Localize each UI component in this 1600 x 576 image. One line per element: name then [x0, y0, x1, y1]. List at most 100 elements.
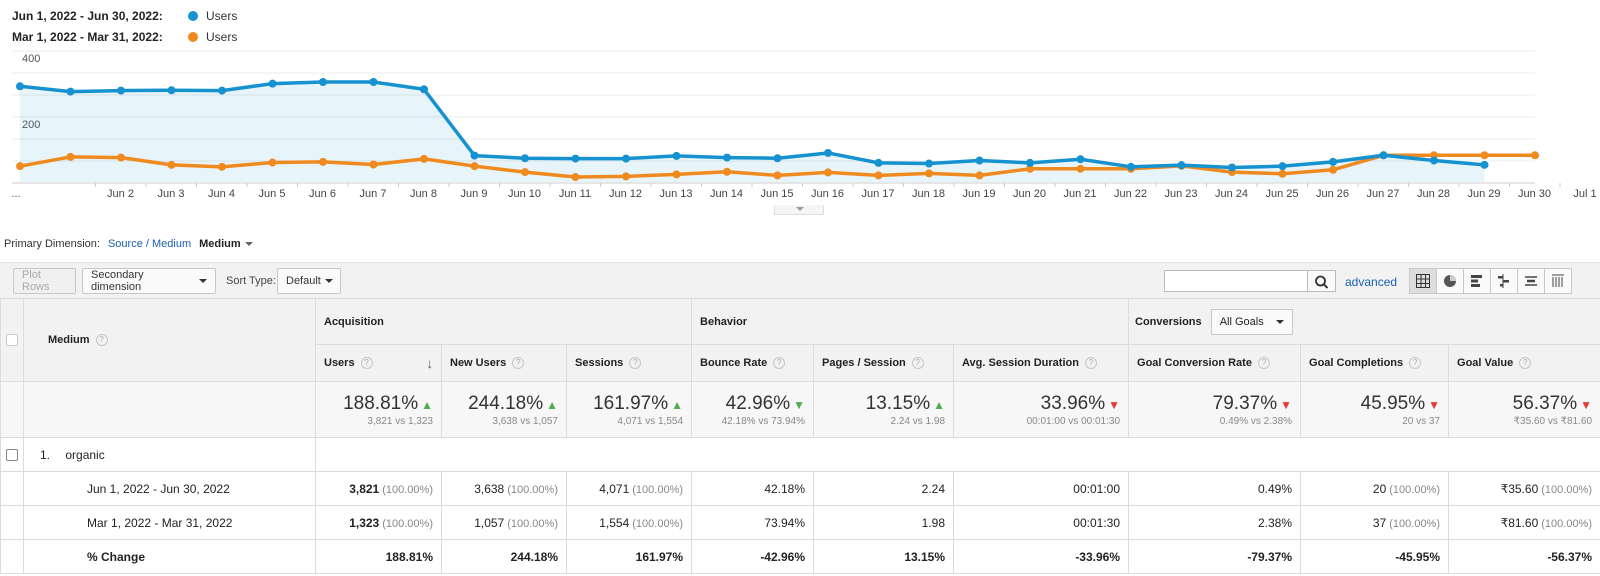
column-header-pages-session[interactable]: Pages / Session?: [813, 344, 955, 382]
help-icon[interactable]: ?: [1257, 357, 1270, 370]
help-icon[interactable]: ?: [95, 334, 108, 347]
data-point[interactable]: [925, 159, 933, 168]
column-header-goal-conversion-rate[interactable]: Goal Conversion Rate?: [1128, 344, 1302, 382]
row-checkbox[interactable]: [6, 449, 18, 462]
help-icon[interactable]: ?: [360, 357, 373, 370]
search-button[interactable]: [1308, 270, 1336, 292]
data-point[interactable]: [622, 154, 630, 163]
sort-descending-icon[interactable]: ↓: [426, 355, 434, 371]
legend-row-current[interactable]: Jun 1, 2022 - Jun 30, 2022: Users: [12, 5, 237, 26]
data-point[interactable]: [1430, 156, 1438, 165]
data-point[interactable]: [1127, 162, 1135, 171]
column-header-sessions[interactable]: Sessions?: [565, 344, 693, 382]
data-point[interactable]: [420, 85, 428, 94]
help-icon[interactable]: ?: [629, 357, 642, 370]
data-point[interactable]: [167, 160, 176, 169]
performance-view-button[interactable]: [1463, 268, 1491, 294]
help-icon[interactable]: ?: [1409, 357, 1422, 370]
data-point[interactable]: [319, 78, 327, 87]
data-point[interactable]: [1278, 162, 1287, 171]
term-cloud-view-button[interactable]: [1517, 268, 1545, 294]
data-point[interactable]: [1228, 163, 1236, 172]
select-all-checkbox[interactable]: [6, 334, 18, 347]
data-point[interactable]: [1531, 151, 1539, 160]
data-point[interactable]: [874, 171, 883, 180]
pie-view-button[interactable]: [1436, 268, 1464, 294]
data-point[interactable]: [773, 171, 782, 180]
dimension-medium-selector[interactable]: Medium: [199, 238, 253, 250]
data-point[interactable]: [319, 157, 327, 166]
table-row-organic[interactable]: 1. organic: [0, 437, 1600, 472]
data-point[interactable]: [470, 151, 479, 160]
column-header-bounce-rate[interactable]: Bounce Rate?: [691, 344, 815, 382]
data-point[interactable]: [420, 154, 428, 163]
help-icon[interactable]: ?: [773, 357, 786, 370]
help-icon[interactable]: ?: [1519, 357, 1532, 370]
data-point[interactable]: [470, 162, 479, 171]
data-point[interactable]: [1379, 151, 1388, 160]
data-point[interactable]: [16, 82, 24, 91]
data-point[interactable]: [369, 160, 378, 169]
data-point[interactable]: [1329, 157, 1337, 166]
data-point[interactable]: [824, 168, 832, 177]
data-point[interactable]: [1026, 164, 1034, 173]
column-header-goal-value[interactable]: Goal Value?: [1448, 344, 1600, 382]
data-point[interactable]: [521, 154, 529, 163]
data-point[interactable]: [975, 171, 984, 180]
help-icon[interactable]: ?: [1084, 357, 1097, 370]
plot-rows-button[interactable]: Plot Rows: [13, 268, 76, 294]
data-point[interactable]: [975, 156, 984, 165]
column-header-new-users[interactable]: New Users?: [441, 344, 567, 382]
comparison-view-button[interactable]: [1490, 268, 1518, 294]
sort-type-dropdown[interactable]: Default: [277, 268, 341, 294]
data-point[interactable]: [874, 158, 883, 167]
data-point[interactable]: [1278, 169, 1287, 178]
data-point[interactable]: [117, 153, 125, 162]
data-point[interactable]: [16, 162, 24, 171]
legend-row-previous[interactable]: Mar 1, 2022 - Mar 31, 2022: Users: [12, 26, 237, 47]
data-point[interactable]: [571, 173, 580, 182]
data-point[interactable]: [824, 148, 832, 157]
goals-dropdown[interactable]: All Goals: [1210, 308, 1293, 335]
data-point[interactable]: [521, 168, 529, 177]
data-point[interactable]: [66, 152, 75, 161]
help-icon[interactable]: ?: [911, 357, 924, 370]
data-point[interactable]: [925, 169, 933, 178]
data-point[interactable]: [723, 153, 731, 162]
data-point[interactable]: [571, 154, 580, 163]
data-point[interactable]: [117, 86, 125, 95]
data-point[interactable]: [1329, 165, 1337, 174]
advanced-filter-link[interactable]: advanced: [1345, 275, 1398, 289]
column-header-users[interactable]: Users? ↓: [315, 344, 442, 382]
data-point[interactable]: [268, 158, 277, 167]
data-point[interactable]: [1480, 151, 1489, 160]
secondary-dimension-dropdown[interactable]: Secondary dimension: [82, 268, 216, 294]
data-point[interactable]: [1076, 155, 1085, 164]
data-point[interactable]: [218, 162, 226, 171]
data-point[interactable]: [268, 79, 277, 88]
data-point[interactable]: [672, 151, 681, 160]
data-point[interactable]: [773, 154, 782, 163]
data-point[interactable]: [1177, 161, 1186, 170]
help-icon[interactable]: ?: [512, 357, 525, 370]
table-search-input[interactable]: [1164, 270, 1308, 292]
data-point[interactable]: [723, 167, 731, 176]
data-point[interactable]: [1076, 164, 1085, 173]
data-point[interactable]: [66, 87, 75, 96]
data-point[interactable]: [218, 86, 226, 95]
chart-collapse-handle[interactable]: [774, 205, 824, 215]
data-point[interactable]: [1480, 160, 1489, 169]
data-point[interactable]: [369, 78, 378, 87]
pivot-view-button[interactable]: [1544, 268, 1572, 294]
column-header-goal-completions[interactable]: Goal Completions?: [1300, 344, 1450, 382]
data-point[interactable]: [1026, 158, 1034, 167]
column-header-avg-session-duration[interactable]: Avg. Session Duration?: [953, 344, 1130, 382]
data-point[interactable]: [167, 86, 176, 95]
row-dimension-value[interactable]: organic: [65, 447, 105, 462]
dimension-header[interactable]: Medium?: [23, 298, 316, 382]
data-point[interactable]: [672, 170, 681, 179]
users-line-chart[interactable]: 400 200... Jun 2 Jun 3 Jun 4 Jun 5 Jun 6 Jun 7 J…: [0, 48, 1600, 208]
dimension-link-source-medium[interactable]: Source / Medium: [107, 238, 192, 250]
data-point[interactable]: [622, 172, 630, 181]
data-table-view-button[interactable]: [1409, 268, 1437, 294]
